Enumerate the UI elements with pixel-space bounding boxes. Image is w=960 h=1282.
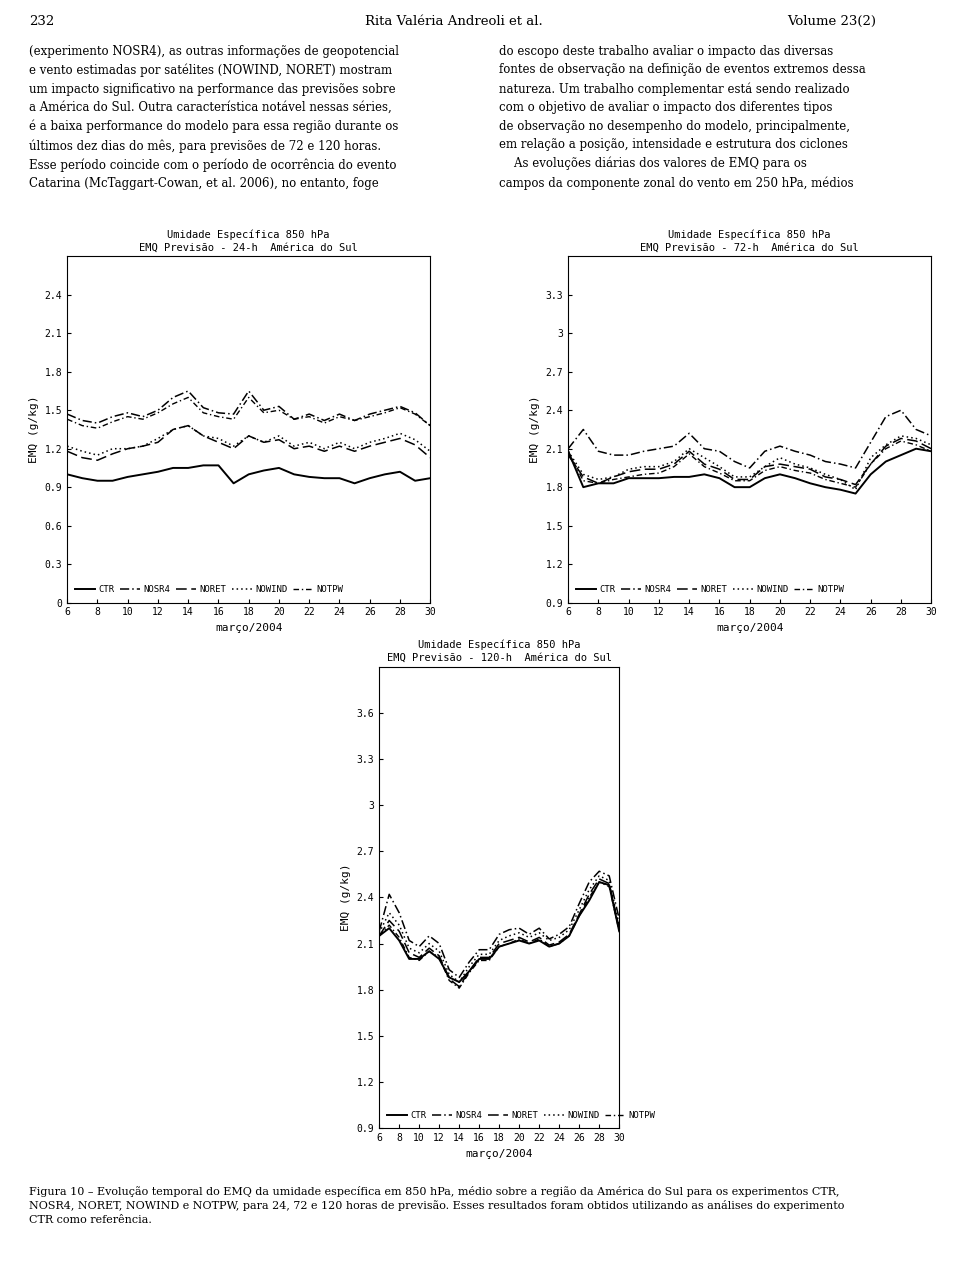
X-axis label: março/2004: março/2004 <box>466 1149 533 1159</box>
Text: 232: 232 <box>29 15 54 28</box>
Y-axis label: EMQ (g/kg): EMQ (g/kg) <box>341 864 351 931</box>
Text: Volume 23(2): Volume 23(2) <box>787 15 876 28</box>
Legend: CTR, NOSR4, NORET, NOWIND, NOTPW: CTR, NOSR4, NORET, NOWIND, NOTPW <box>72 582 347 597</box>
Text: Rita Valéria Andreoli et al.: Rita Valéria Andreoli et al. <box>365 15 542 28</box>
Text: do escopo deste trabalho avaliar o impacto das diversas
fontes de observação na : do escopo deste trabalho avaliar o impac… <box>499 45 866 190</box>
Legend: CTR, NOSR4, NORET, NOWIND, NOTPW: CTR, NOSR4, NORET, NOWIND, NOTPW <box>573 582 848 597</box>
Y-axis label: EMQ (g/kg): EMQ (g/kg) <box>29 396 39 463</box>
X-axis label: março/2004: março/2004 <box>716 623 783 633</box>
Title: Umidade Específica 850 hPa
EMQ Previsão - 120-h  América do Sul: Umidade Específica 850 hPa EMQ Previsão … <box>387 640 612 663</box>
X-axis label: março/2004: março/2004 <box>215 623 282 633</box>
Title: Umidade Específica 850 hPa
EMQ Previsão - 24-h  América do Sul: Umidade Específica 850 hPa EMQ Previsão … <box>139 229 358 253</box>
Text: Figura 10 – Evolução temporal do EMQ da umidade específica em 850 hPa, médio sob: Figura 10 – Evolução temporal do EMQ da … <box>29 1186 844 1224</box>
Legend: CTR, NOSR4, NORET, NOWIND, NOTPW: CTR, NOSR4, NORET, NOWIND, NOTPW <box>384 1108 659 1123</box>
Y-axis label: EMQ (g/kg): EMQ (g/kg) <box>530 396 540 463</box>
Title: Umidade Específica 850 hPa
EMQ Previsão - 72-h  América do Sul: Umidade Específica 850 hPa EMQ Previsão … <box>640 229 859 253</box>
Text: (experimento NOSR4), as outras informações de geopotencial
e vento estimadas por: (experimento NOSR4), as outras informaçõ… <box>29 45 398 191</box>
